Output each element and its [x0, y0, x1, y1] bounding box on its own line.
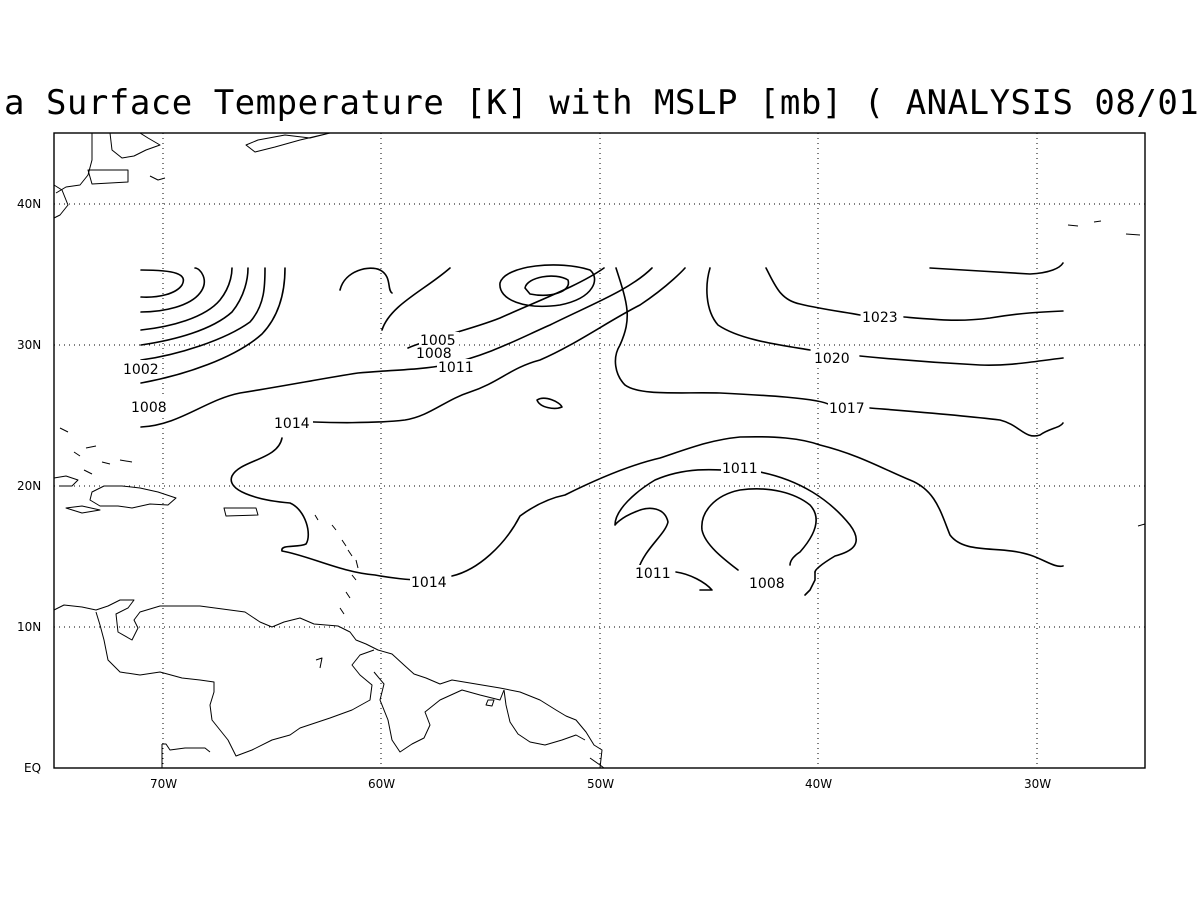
contour-label: 1005: [419, 332, 459, 349]
svg-text:1020: 1020: [814, 351, 850, 367]
x-tick-label: 70W: [150, 777, 177, 791]
svg-text:1008: 1008: [749, 576, 785, 592]
contour-label: 1011: [634, 565, 674, 582]
y-axis: EQ 10N 20N 30N 40N: [17, 197, 41, 775]
x-axis: 70W 60W 50W 40W 30W: [150, 777, 1051, 791]
contour-label: 1017: [828, 400, 868, 417]
coastlines: [53, 132, 1146, 769]
x-tick-label: 40W: [805, 777, 832, 791]
y-tick-label: 40N: [17, 197, 41, 211]
x-tick-label: 50W: [587, 777, 614, 791]
contour-label: 1008: [130, 398, 170, 416]
grid-lines: [54, 133, 1145, 768]
y-tick-label: 10N: [17, 620, 41, 634]
svg-text:1002: 1002: [123, 362, 159, 378]
contour-label: 1008: [748, 575, 788, 592]
svg-text:1008: 1008: [131, 400, 167, 416]
x-tick-label: 30W: [1024, 777, 1051, 791]
svg-text:1014: 1014: [411, 575, 447, 591]
mslp-contours: [140, 262, 1064, 596]
svg-text:1014: 1014: [274, 416, 310, 432]
svg-text:1011: 1011: [722, 461, 758, 477]
contour-labels: 1002 1008 1005 1008 1011 1014: [122, 309, 901, 592]
x-tick-label: 60W: [368, 777, 395, 791]
map-frame: [53, 132, 1146, 769]
svg-text:1011: 1011: [438, 360, 474, 376]
contour-label: 1011: [721, 460, 761, 477]
contour-label: 1023: [861, 309, 901, 326]
svg-text:1011: 1011: [635, 566, 671, 582]
y-tick-label: EQ: [24, 761, 41, 775]
map-title: a Surface Temperature [K] with MSLP [mb]…: [4, 83, 1200, 123]
svg-text:1008: 1008: [416, 346, 452, 362]
svg-text:1023: 1023: [862, 310, 898, 326]
svg-text:1005: 1005: [420, 333, 456, 349]
contour-label: 1002: [122, 360, 162, 378]
svg-text:1017: 1017: [829, 401, 865, 417]
contour-label: 1020: [813, 350, 853, 367]
contour-label: 1014: [273, 415, 313, 432]
plot-area: 1002 1008 1005 1008 1011 1014: [53, 132, 1146, 769]
y-tick-label: 20N: [17, 479, 41, 493]
y-tick-label: 30N: [17, 338, 41, 352]
contour-label: 1008: [415, 346, 455, 362]
contour-label: 1011: [437, 359, 477, 376]
contour-label: 1014: [410, 574, 450, 591]
